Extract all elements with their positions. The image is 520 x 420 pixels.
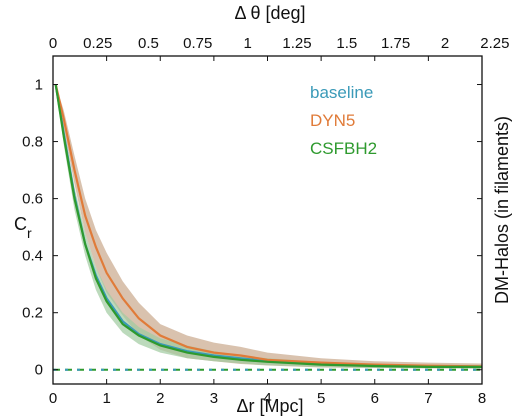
y-tick-label: 0 [35, 362, 43, 379]
top-axis-label: Δ θ [deg] [234, 3, 305, 23]
y-tick-label: 0.2 [22, 305, 43, 322]
top-tick-label: 2 [441, 35, 449, 52]
plot-frame [52, 55, 483, 385]
top-tick-label: 1.25 [282, 35, 311, 52]
top-tick-label: 0.75 [183, 35, 212, 52]
top-tick-label: 1.5 [336, 35, 357, 52]
legend-entry-dyn5: DYN5 [310, 111, 355, 130]
x-tick-label: 1 [102, 390, 110, 407]
x-axis-label: Δr [Mpc] [236, 396, 303, 416]
x-tick-label: 0 [49, 390, 57, 407]
x-tick-label: 4 [263, 390, 271, 407]
top-tick-label: 0 [49, 35, 57, 52]
y-axis-label-main: C [14, 214, 27, 234]
x-axis-ticks: 0 1 2 3 4 5 6 7 8 [49, 56, 486, 407]
x-tick-label: 3 [210, 390, 218, 407]
x-tick-label: 7 [424, 390, 432, 407]
y-axis-label: Cr [14, 214, 32, 241]
series-line-dyn5 [54, 84, 483, 368]
x-tick-label: 5 [317, 390, 325, 407]
y-axis-label-subscript: r [27, 225, 32, 241]
legend-entry-csfbh2: CSFBH2 [310, 139, 377, 158]
band-csfbh2 [55, 84, 482, 369]
x-tick-label: 2 [156, 390, 164, 407]
y-tick-label: 0.8 [22, 134, 43, 151]
series-line-csfbh2 [54, 84, 482, 368]
uncertainty-bands [55, 84, 482, 369]
x-tick-label: 6 [371, 390, 379, 407]
top-tick-label: 0.5 [138, 35, 159, 52]
right-axis-label: DM-Halos (in filaments) [492, 116, 512, 304]
top-tick-label: 1.75 [381, 35, 410, 52]
top-tick-label: 0.25 [83, 35, 112, 52]
series-lines [54, 84, 483, 368]
y-axis-ticks: 0 0.2 0.4 0.6 0.8 1 [22, 77, 482, 379]
y-tick-label: 1 [35, 77, 43, 94]
x-tick-label: 8 [478, 390, 486, 407]
legend: baseline DYN5 CSFBH2 [310, 83, 377, 158]
y-tick-label: 0.6 [22, 191, 43, 208]
y-tick-label: 0.4 [22, 248, 43, 265]
top-tick-label: 1 [243, 35, 251, 52]
top-tick-label: 2.25 [480, 35, 509, 52]
top-axis-ticks: 0 0.25 0.5 0.75 1 1.25 1.5 1.75 2 2.25 [49, 35, 510, 52]
legend-entry-baseline: baseline [310, 83, 373, 102]
